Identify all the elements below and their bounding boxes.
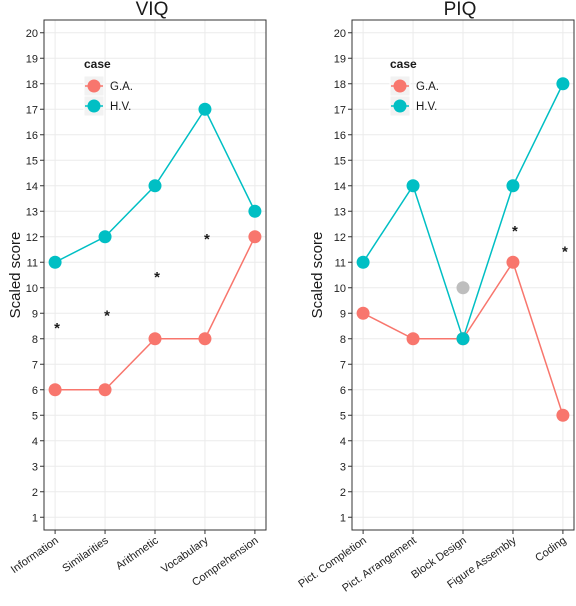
legend: case G.A. H.V.: [389, 57, 439, 117]
y-tick-label: 4: [32, 436, 38, 448]
data-point: [98, 230, 112, 244]
y-tick-label: 18: [334, 79, 346, 91]
y-tick-label: 19: [334, 53, 346, 65]
y-tick-label: 12: [26, 232, 38, 244]
y-tick-label: 17: [26, 104, 38, 116]
y-tick-label: 5: [32, 410, 38, 422]
data-point: [198, 332, 212, 346]
data-point: [48, 383, 62, 397]
x-tick-label: Arithmetic: [114, 534, 161, 572]
x-tick-label: Similarities: [60, 534, 111, 575]
y-tick-label: 9: [340, 308, 346, 320]
panel-title: VIQ: [136, 0, 169, 20]
legend-label: H.V.: [416, 101, 437, 113]
data-point: [148, 179, 162, 193]
legend-title: case: [390, 57, 417, 71]
significance-star: *: [204, 231, 210, 248]
x-tick-label: Information: [9, 535, 61, 576]
y-tick-label: 7: [32, 359, 38, 371]
legend-key-point: [393, 99, 407, 113]
y-tick-label: 13: [26, 206, 38, 218]
y-tick-label: 10: [26, 283, 38, 295]
y-tick-label: 20: [26, 28, 38, 40]
y-tick-label: 11: [27, 257, 38, 269]
data-point: [506, 179, 520, 193]
y-tick-label: 1: [32, 512, 38, 524]
data-point: [556, 77, 570, 91]
legend-title: case: [84, 57, 111, 71]
data-point: [148, 332, 162, 346]
legend-label: H.V.: [110, 101, 131, 113]
y-tick-label: 3: [340, 461, 346, 473]
data-point: [248, 204, 262, 218]
y-tick-label: 15: [26, 155, 38, 167]
significance-star: *: [54, 320, 60, 337]
data-point: [456, 332, 470, 346]
data-point: [406, 179, 420, 193]
y-tick-label: 19: [26, 53, 38, 65]
y-tick-label: 2: [32, 487, 38, 499]
data-point: [356, 306, 370, 320]
legend: case G.A. H.V.: [83, 57, 133, 117]
legend-label: G.A.: [110, 81, 133, 93]
y-tick-label: 17: [334, 104, 346, 116]
y-tick-label: 4: [340, 436, 346, 448]
data-point: [48, 255, 62, 269]
y-tick-label: 12: [334, 232, 346, 244]
y-tick-label: 1: [340, 512, 346, 524]
significance-star: *: [512, 223, 518, 240]
data-point: [248, 230, 262, 244]
x-tick-label: Coding: [533, 535, 568, 565]
legend-key-point: [87, 79, 101, 93]
significance-star: *: [104, 307, 110, 324]
y-tick-label: 16: [26, 130, 38, 142]
legend-label: G.A.: [416, 81, 439, 93]
y-tick-label: 5: [340, 410, 346, 422]
panel-title: PIQ: [444, 0, 477, 20]
data-point: [356, 255, 370, 269]
data-point: [406, 332, 420, 346]
y-axis-title: Scaled score: [309, 232, 326, 319]
y-tick-label: 14: [26, 181, 38, 193]
y-tick-label: 8: [340, 334, 346, 346]
y-tick-label: 6: [32, 385, 38, 397]
y-tick-label: 15: [334, 155, 346, 167]
legend-key-point: [393, 79, 407, 93]
y-tick-label: 3: [32, 461, 38, 473]
y-tick-label: 7: [340, 359, 346, 371]
y-tick-label: 13: [334, 206, 346, 218]
y-tick-label: 16: [334, 130, 346, 142]
data-point: [556, 408, 570, 422]
legend-key-point: [87, 99, 101, 113]
y-tick-label: 20: [334, 28, 346, 40]
data-point: [198, 102, 212, 116]
chart-panel-2: PIQ1234567891011121314151617181920Scaled…: [296, 0, 575, 595]
y-tick-label: 11: [335, 257, 346, 269]
data-point: [98, 383, 112, 397]
significance-star: *: [562, 244, 568, 261]
y-tick-label: 8: [32, 334, 38, 346]
data-point: [506, 255, 520, 269]
chart-panel-1: VIQ1234567891011121314151617181920Scaled…: [7, 0, 267, 589]
significance-star: *: [154, 269, 160, 286]
y-tick-label: 6: [340, 385, 346, 397]
y-axis-title: Scaled score: [7, 232, 24, 319]
y-tick-label: 14: [334, 181, 346, 193]
extra-data-point: [456, 281, 470, 295]
y-tick-label: 10: [334, 283, 346, 295]
y-tick-label: 9: [32, 308, 38, 320]
y-tick-label: 2: [340, 487, 346, 499]
y-tick-label: 18: [26, 79, 38, 91]
